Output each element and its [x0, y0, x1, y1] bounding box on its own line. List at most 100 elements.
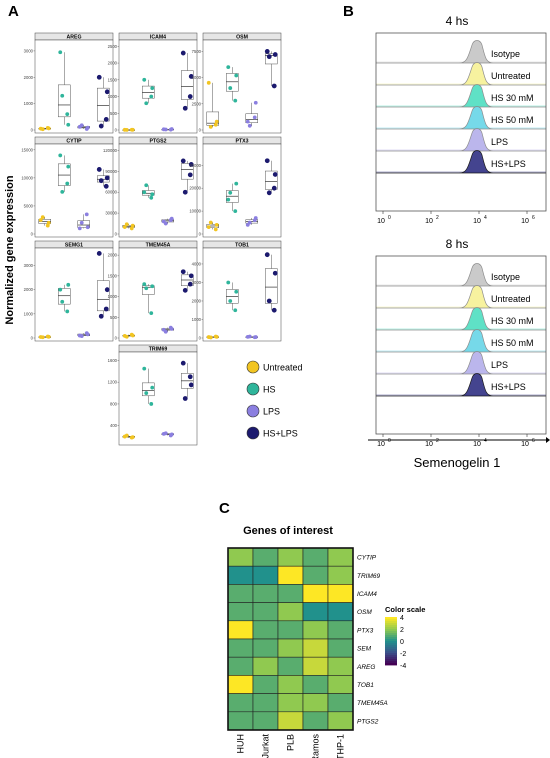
legend-key [246, 404, 260, 418]
histogram-group-title: 8 hs [446, 237, 469, 251]
heatmap-cell [252, 584, 279, 603]
data-point [271, 307, 277, 313]
histogram-baseline-band [376, 149, 546, 151]
data-point [233, 98, 238, 103]
box [97, 87, 110, 122]
data-point [103, 306, 109, 312]
data-point [272, 52, 278, 57]
histogram-group-1: 4 hs Isotype Untreated HS 30 mM HS 50 mM LPS H… [375, 14, 547, 225]
data-point [144, 286, 149, 291]
y-tick-label: 1200 [108, 380, 118, 385]
data-point [234, 289, 239, 294]
heatmap-cell [252, 602, 279, 622]
x-tick-exponent: 4 [484, 215, 487, 221]
data-point [253, 335, 258, 339]
data-point [38, 218, 43, 222]
heatmap-cell [252, 656, 279, 676]
y-tick-label: 15000 [21, 147, 33, 152]
panel-label-c: C [219, 500, 230, 517]
data-point [169, 432, 174, 437]
panel-c-heatmap: CYTIP TRIM69 ICAM4 OSM PTX3 SEM AREG TOB1 TMEM45… [227, 547, 388, 758]
data-point [234, 73, 239, 78]
color-scale-step [385, 653, 397, 656]
data-point [188, 162, 194, 167]
heatmap-cell [277, 693, 304, 713]
color-scale-step [385, 643, 397, 646]
data-point [85, 332, 90, 337]
histogram-row-label: HS+LPS [491, 159, 526, 169]
data-point [98, 313, 104, 319]
y-tick-label: 20000 [189, 186, 201, 191]
data-point [264, 252, 270, 258]
heatmap-cell [327, 656, 354, 676]
color-scale-step [385, 651, 397, 654]
data-point [272, 270, 278, 276]
histogram-baseline-band [376, 350, 546, 352]
data-point [188, 273, 194, 279]
histogram-row-label: Isotype [491, 49, 520, 59]
y-tick-label: 60000 [105, 190, 117, 195]
panel-b-xlabel: Semenogelin 1 [414, 455, 501, 470]
data-point [213, 227, 218, 232]
y-tick-label: 30000 [189, 163, 201, 168]
x-tick-label: 10 [521, 441, 529, 448]
x-tick-label: 10 [473, 218, 481, 225]
histogram-peak [376, 84, 546, 108]
y-tick-label: 0 [199, 336, 202, 341]
histogram-row-label: Untreated [491, 71, 531, 81]
facet-osm: OSM 0 2500 5000 7500 [192, 32, 282, 134]
data-point [96, 251, 102, 256]
y-tick-label: 1000 [108, 294, 118, 299]
x-tick-label: 10 [377, 218, 385, 225]
y-tick-label: 30000 [105, 211, 117, 216]
color-scale-step [385, 621, 397, 624]
panel-a-ylabel: Normalized gene expression [4, 175, 16, 324]
data-point [213, 122, 218, 127]
data-point [252, 115, 257, 120]
heatmap-cell [302, 620, 329, 640]
heatmap-cell [227, 547, 254, 567]
facet-icam4: ICAM4 0 500 1000 1500 2000 2500 [108, 32, 198, 134]
data-point [60, 190, 65, 194]
y-tick-label: 1500 [108, 273, 118, 278]
data-point [169, 326, 174, 331]
histogram-peak [376, 40, 546, 64]
heatmap-cell [277, 711, 304, 731]
heatmap-cell [277, 638, 304, 658]
facet-title: CYTIP [66, 139, 82, 145]
data-point [233, 308, 238, 313]
histogram-baseline-band [376, 328, 546, 330]
data-point [163, 127, 168, 132]
data-point [245, 119, 250, 124]
heatmap-cell [302, 711, 329, 731]
heatmap-cell [227, 565, 254, 585]
data-point [124, 334, 129, 339]
data-point [104, 175, 110, 181]
y-tick-label: 10000 [21, 175, 33, 180]
color-scale-tick: 4 [400, 615, 404, 622]
data-point [163, 329, 168, 334]
x-tick-label: 10 [521, 218, 529, 225]
y-tick-label: 1000 [192, 317, 202, 322]
box [142, 285, 155, 295]
data-point [96, 167, 102, 172]
color-scale-step [385, 655, 397, 658]
y-tick-label: 90000 [105, 169, 117, 174]
histogram-peak [376, 329, 546, 353]
heatmap-border [227, 547, 354, 731]
y-tick-label: 0 [115, 128, 118, 133]
box [265, 268, 278, 304]
color-scale-step [385, 637, 397, 640]
heatmap-cell [227, 675, 254, 694]
heatmap-row-label: SEM [357, 646, 372, 653]
histogram-baseline-band [376, 127, 546, 129]
data-point [58, 50, 63, 55]
data-point [150, 385, 155, 390]
histogram-row-label: Isotype [491, 272, 520, 282]
data-point [142, 190, 147, 195]
color-scale-step [385, 633, 397, 636]
heatmap-col-label: Ramos [311, 734, 321, 758]
data-point [130, 333, 135, 338]
y-tick-label: 0 [31, 232, 34, 237]
